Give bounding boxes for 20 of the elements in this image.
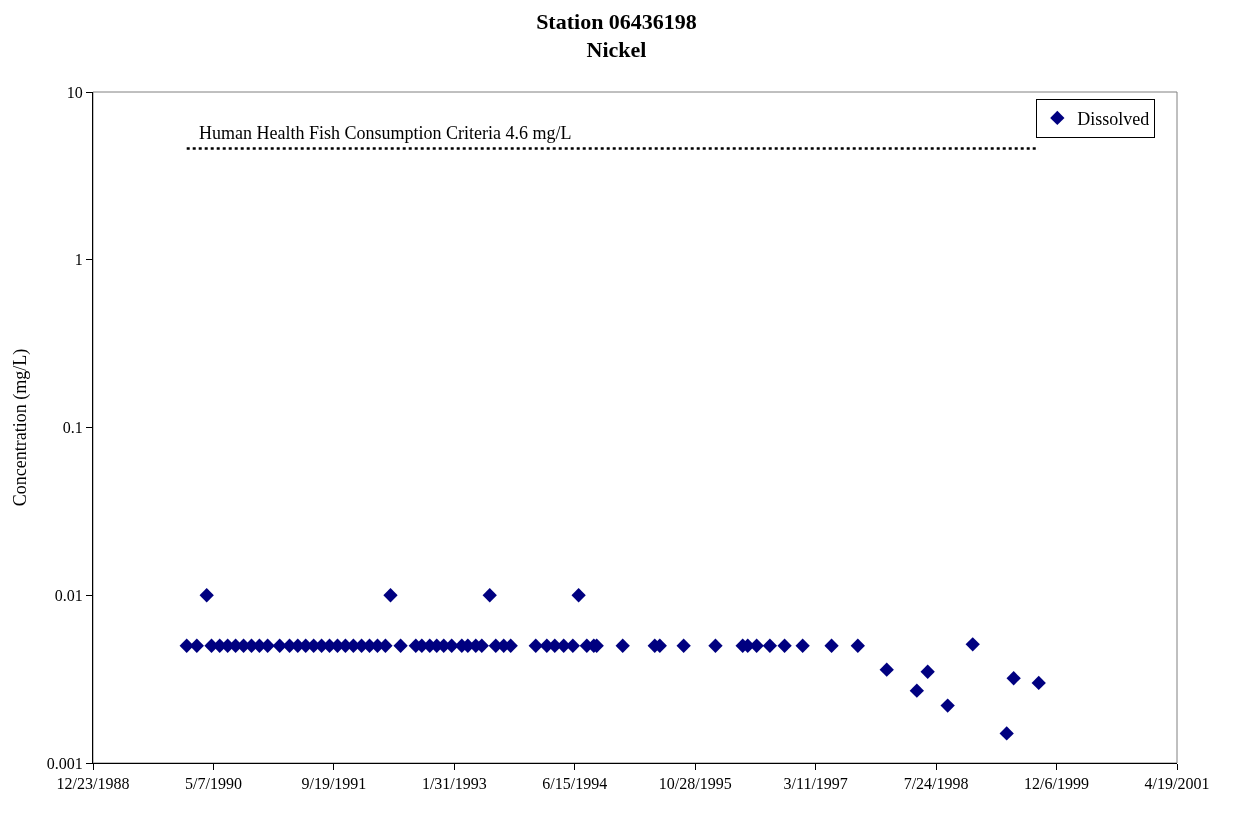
x-tick-label: 4/19/2001 [1144,775,1210,793]
y-tick-label: 10 [66,83,83,101]
y-tick-label: 0.001 [46,754,83,772]
y-axis-title: Concentration (mg/L) [10,348,31,507]
x-tick-label: 7/24/1998 [903,775,969,793]
y-tick-label: 0.01 [54,586,83,604]
ref-line-label: Human Health Fish Consumption Criteria 4.6 mg/L [199,123,572,143]
x-tick-label: 1/31/1993 [421,775,487,793]
x-tick-label: 3/11/1997 [783,775,848,793]
x-tick-label: 6/15/1994 [542,775,608,793]
y-tick-label: 1 [74,251,83,269]
chart-subtitle: Nickel [586,37,647,63]
x-tick-label: 12/6/1999 [1024,775,1090,793]
x-tick-label: 12/23/1988 [56,775,130,793]
y-tick-label: 0.1 [62,419,83,437]
x-tick-label: 10/28/1995 [658,775,732,793]
legend-label: Dissolved [1077,108,1150,129]
x-tick-label: 5/7/1990 [184,775,242,793]
chart-title: Station 06436198 [536,8,697,34]
x-tick-label: 9/19/1991 [301,775,367,793]
